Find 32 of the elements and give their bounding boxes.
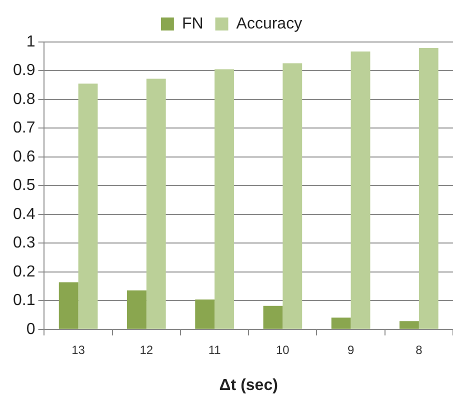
- y-tick-label: 0.7: [12, 120, 36, 137]
- y-tick-label: 0.6: [12, 148, 36, 166]
- y-tick-label: 0.5: [12, 177, 36, 194]
- bar: [127, 290, 146, 329]
- bar: [58, 282, 78, 329]
- bar: [400, 321, 419, 329]
- y-tick-label: 0.2: [12, 263, 36, 280]
- x-tick-label: 12: [140, 342, 154, 357]
- legend-label: FN: [182, 15, 204, 32]
- bar: [78, 84, 98, 329]
- legend-label: Accuracy: [236, 15, 302, 32]
- x-tick-label: 10: [276, 342, 290, 357]
- x-tick-label: 13: [72, 342, 86, 357]
- y-tick-label: 0.4: [12, 206, 36, 223]
- bar: [146, 78, 166, 329]
- x-tick-label: 9: [347, 342, 354, 357]
- x-tick-label: 8: [416, 342, 423, 357]
- x-axis-title: Δt (sec): [219, 376, 278, 394]
- y-tick-label: 1: [26, 33, 36, 50]
- x-tick-label: 11: [208, 342, 222, 357]
- y-tick-label: 0.8: [12, 90, 36, 108]
- bar: [418, 48, 438, 329]
- bar: [214, 69, 234, 329]
- bar: [195, 300, 215, 329]
- y-tick-label: 0.9: [12, 62, 36, 80]
- bar: [282, 63, 302, 329]
- y-tick-label: 0.3: [12, 234, 36, 252]
- y-tick-label: 0.1: [12, 292, 36, 310]
- bar: [350, 51, 370, 329]
- y-tick-label: 0: [26, 320, 36, 338]
- bar: [331, 318, 351, 329]
- bar: [263, 306, 283, 329]
